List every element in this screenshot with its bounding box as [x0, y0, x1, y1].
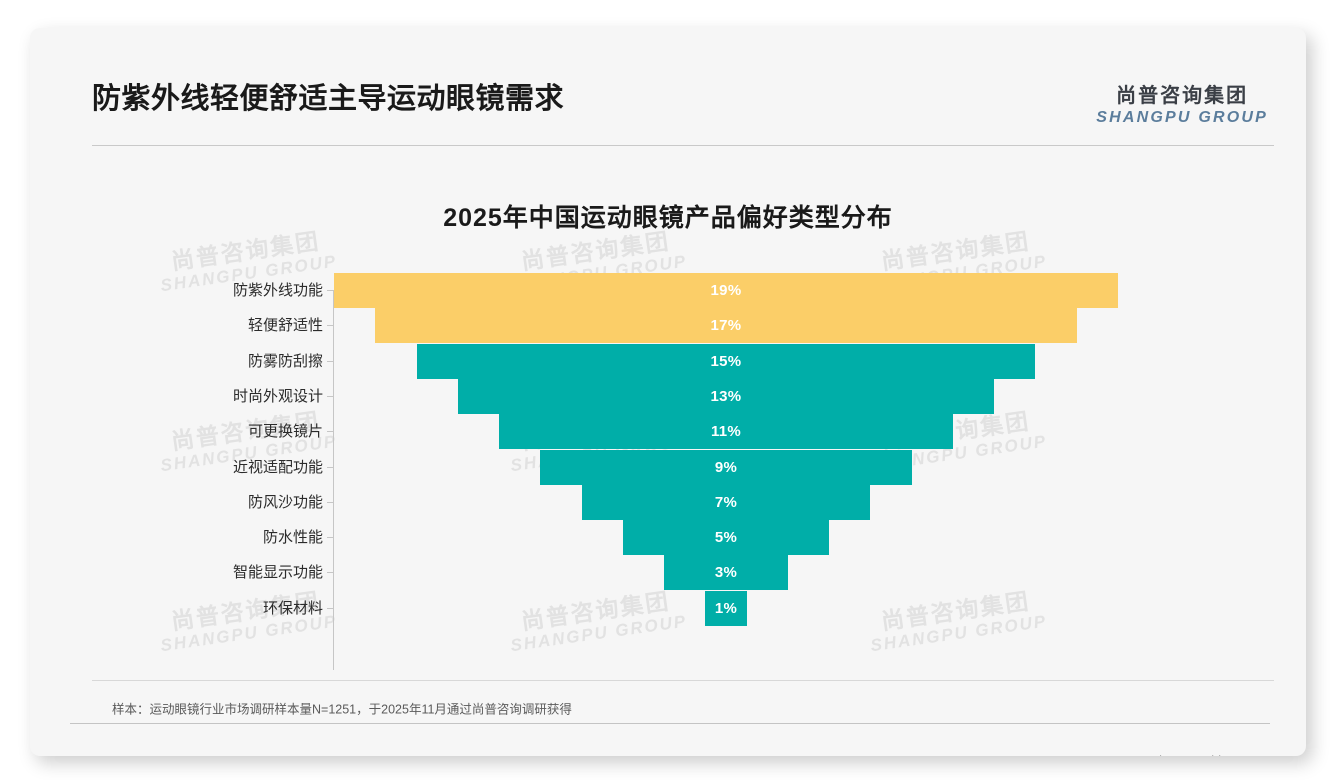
chart-row: 防紫外线功能 19% — [78, 273, 1258, 308]
axis-tick — [327, 360, 333, 362]
funnel-bar[interactable]: 1% — [705, 590, 747, 626]
funnel-bar[interactable]: 9% — [540, 449, 912, 485]
chart-row: 防风沙功能 7% — [78, 484, 1258, 520]
funnel-bar[interactable]: 3% — [664, 555, 788, 591]
copyright-text: ©2026.1 SHANGPU GROUP — [74, 754, 236, 756]
bar-value-label: 5% — [714, 529, 738, 547]
category-label: 近视适配功能 — [232, 458, 323, 476]
axis-tick — [327, 537, 333, 539]
category-label: 时尚外观设计 — [232, 387, 323, 405]
page-title: 防紫外线轻便舒适主导运动眼镜需求 — [92, 83, 565, 115]
slide-canvas: 防紫外线轻便舒适主导运动眼镜需求 尚普咨询集团 SHANGPU GROUP 20… — [30, 28, 1306, 756]
chart-row: 防雾防刮擦 15% — [78, 343, 1258, 379]
funnel-bar[interactable]: 15% — [416, 343, 1036, 379]
axis-tick — [327, 607, 333, 609]
chart-title: 2025年中国运动眼镜产品偏好类型分布 — [443, 204, 893, 232]
bar-value-label: 7% — [714, 493, 738, 511]
slide-footer: ©2026.1 SHANGPU GROUP www.shangpu-china.… — [30, 728, 1306, 756]
footer-divider — [70, 723, 1270, 724]
bar-value-label: 1% — [714, 599, 738, 617]
category-label: 可更换镜片 — [247, 423, 323, 441]
axis-tick — [327, 431, 333, 433]
chart-row: 近视适配功能 9% — [78, 449, 1258, 485]
category-axis-line — [333, 290, 334, 670]
axis-tick — [327, 395, 333, 397]
funnel-bar[interactable]: 7% — [581, 484, 871, 520]
category-label: 防风沙功能 — [247, 493, 323, 511]
bar-value-label: 11% — [710, 423, 742, 441]
logo-chinese-text: 尚普咨询集团 — [1116, 85, 1249, 107]
bar-value-label: 19% — [710, 282, 742, 299]
category-label: 防水性能 — [262, 529, 323, 547]
category-label: 轻便舒适性 — [247, 317, 323, 335]
logo-english-text: SHANGPU GROUP — [1096, 109, 1268, 126]
category-label: 环保材料 — [262, 599, 323, 617]
axis-tick — [327, 290, 333, 291]
axis-tick — [327, 466, 333, 468]
slide-header: 防紫外线轻便舒适主导运动眼镜需求 尚普咨询集团 SHANGPU GROUP — [30, 28, 1306, 146]
chart-row: 时尚外观设计 13% — [78, 378, 1258, 414]
funnel-bar[interactable]: 5% — [622, 520, 830, 556]
brand-logo: 尚普咨询集团 SHANGPU GROUP — [1096, 86, 1268, 126]
chart-footnote: 样本：运动眼镜行业市场调研样本量N=1251，于2025年11月通过尚普咨询调研… — [112, 702, 572, 717]
bar-value-label: 9% — [714, 458, 738, 476]
axis-tick — [327, 501, 333, 503]
funnel-bar[interactable]: 13% — [457, 378, 995, 414]
category-label: 防紫外线功能 — [232, 282, 323, 299]
bar-value-label: 17% — [710, 317, 742, 335]
funnel-bar[interactable]: 17% — [375, 308, 1077, 344]
category-label: 智能显示功能 — [232, 564, 323, 582]
chart-row: 智能显示功能 3% — [78, 555, 1258, 591]
funnel-bar[interactable]: 19% — [334, 273, 1118, 308]
chart-row: 可更换镜片 11% — [78, 414, 1258, 450]
footnote-divider — [92, 680, 1274, 681]
header-divider — [92, 145, 1274, 146]
funnel-bar[interactable]: 11% — [499, 414, 953, 450]
chart-row: 环保材料 1% — [78, 590, 1258, 626]
bar-value-label: 13% — [710, 387, 742, 405]
chart-row: 防水性能 5% — [78, 520, 1258, 556]
axis-tick — [327, 572, 333, 574]
bar-value-label: 3% — [714, 564, 738, 582]
category-label: 防雾防刮擦 — [247, 352, 323, 370]
website-link[interactable]: www.shangpu-china.com — [1123, 754, 1262, 756]
bar-value-label: 15% — [710, 352, 742, 370]
chart-row: 轻便舒适性 17% — [78, 308, 1258, 344]
axis-tick — [327, 325, 333, 327]
